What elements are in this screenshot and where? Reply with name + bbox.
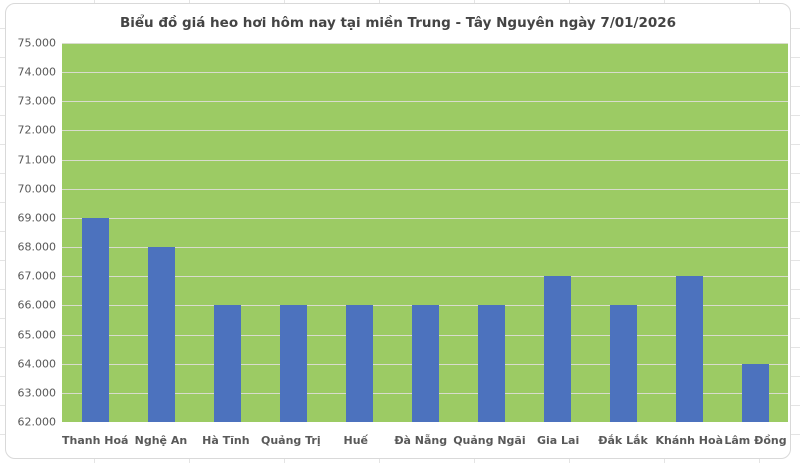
plot-area: [62, 43, 788, 422]
x-label-thanh-hoa: Thanh Hoá: [62, 433, 129, 447]
gridline: [62, 247, 788, 249]
bar-slot-quang-ngai: [458, 43, 524, 422]
bar-slot-quang-tri: [260, 43, 326, 422]
x-label-quang-ngai: Quảng Ngãi: [453, 433, 526, 447]
bar-slot-hue: [326, 43, 392, 422]
x-label-hue: Huế: [343, 433, 369, 447]
bar-thanh-hoa[interactable]: [81, 217, 109, 422]
x-label-quang-tri: Quảng Trị: [261, 433, 321, 447]
x-label-nghe-an: Nghệ An: [134, 433, 188, 447]
bar-slot-gia-lai: [524, 43, 590, 422]
gridline: [62, 188, 788, 190]
bar-dak-lak[interactable]: [609, 305, 637, 422]
bar-quang-ngai[interactable]: [477, 305, 505, 422]
y-tick-label: 66.000: [17, 298, 57, 312]
bar-da-nang[interactable]: [411, 305, 439, 422]
x-label-khanh-hoa: Khánh Hoà: [655, 433, 723, 447]
chart-panel: Biểu đồ giá heo hơi hôm nay tại miền Tru…: [5, 3, 791, 459]
bar-slot-da-nang: [392, 43, 458, 422]
x-label-da-nang: Đà Nẵng: [394, 433, 448, 447]
y-tick-label: 67.000: [17, 269, 57, 283]
x-label-gia-lai: Gia Lai: [536, 433, 580, 447]
y-tick-label: 65.000: [17, 328, 57, 342]
gridline: [62, 72, 788, 74]
bar-slot-thanh-hoa: [62, 43, 128, 422]
bar-slot-lam-dong: [722, 43, 788, 422]
bar-slot-khanh-hoa: [656, 43, 722, 422]
y-tick-label: 68.000: [17, 240, 57, 254]
bar-slot-nghe-an: [128, 43, 194, 422]
x-label-ha-tinh: Hà Tĩnh: [202, 433, 250, 447]
x-axis: Thanh Hoá Nghệ An Hà Tĩnh Quảng Trị Huế Đà Nẵ…: [62, 422, 788, 458]
y-tick-label: 72.000: [17, 123, 57, 137]
chart-title: Biểu đồ giá heo hơi hôm nay tại miền Tru…: [119, 15, 677, 31]
bar-lam-dong[interactable]: [741, 363, 769, 422]
bar-slot-ha-tinh: [194, 43, 260, 422]
y-tick-label: 69.000: [17, 211, 57, 225]
x-label-dak-lak: Đắk Lắk: [598, 433, 648, 447]
y-tick-label: 64.000: [17, 357, 57, 371]
bar-ha-tinh[interactable]: [213, 305, 241, 422]
y-tick-label: 73.000: [17, 94, 57, 108]
bar-quang-tri[interactable]: [279, 305, 307, 422]
bar-nghe-an[interactable]: [147, 247, 175, 422]
bar-slot-dak-lak: [590, 43, 656, 422]
bar-hue[interactable]: [345, 305, 373, 422]
y-tick-label: 62.000: [17, 415, 57, 429]
bar-gia-lai[interactable]: [543, 276, 571, 422]
gridline: [62, 159, 788, 161]
x-label-lam-dong: Lâm Đồng: [724, 433, 787, 447]
bar-series: [62, 43, 788, 422]
y-tick-label: 75.000: [17, 36, 57, 50]
y-tick-label: 70.000: [17, 182, 57, 196]
y-axis: 75.000 74.000 73.000 72.000 71.000 70.000 69.0…: [6, 37, 58, 429]
gridline: [62, 101, 788, 103]
y-tick-label: 63.000: [17, 386, 57, 400]
y-tick-label: 71.000: [17, 153, 57, 167]
y-tick-label: 74.000: [17, 65, 57, 79]
gridline: [62, 276, 788, 278]
bar-khanh-hoa[interactable]: [675, 276, 703, 422]
gridline: [62, 217, 788, 219]
gridline: [62, 130, 788, 132]
gridline: [62, 43, 788, 44]
